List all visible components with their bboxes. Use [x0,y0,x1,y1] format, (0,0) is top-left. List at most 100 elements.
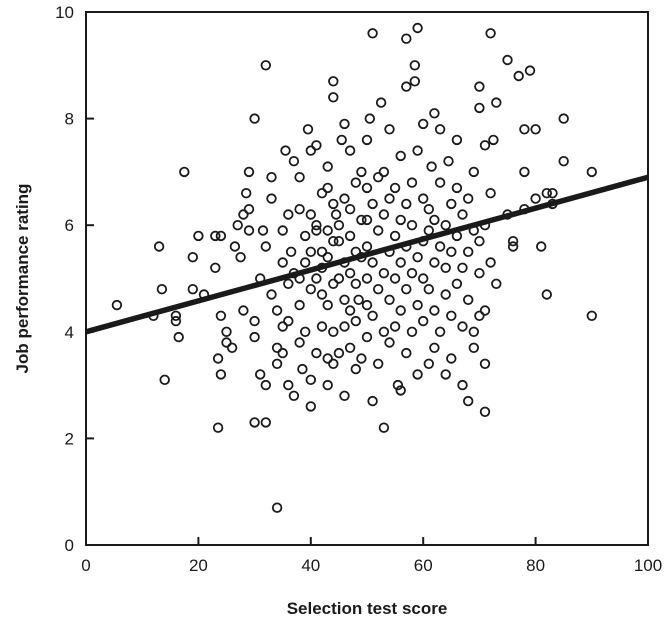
data-point [423,203,435,215]
data-point [283,209,294,220]
data-point [401,284,412,295]
data-point [344,203,356,215]
data-point [361,214,373,226]
data-point [479,305,491,316]
data-point [406,219,418,231]
data-point [249,315,260,327]
data-point [339,321,350,332]
data-point [344,145,356,156]
data-point [474,268,485,279]
data-point [491,278,502,290]
data-point [339,118,350,130]
data-point [235,252,246,263]
data-point [356,214,367,226]
data-point [361,134,373,146]
data-point [271,305,283,316]
data-point [474,102,485,114]
data-point [350,363,362,375]
data-point [333,347,345,359]
data-point [558,113,569,124]
data-point [215,230,227,242]
data-point [305,374,317,386]
regression-line [85,174,649,335]
data-point [350,177,362,188]
data-point [401,33,412,44]
data-point [586,166,598,178]
data-point [353,294,364,306]
data-point [429,305,440,316]
data-point [187,284,199,295]
data-point [373,358,384,370]
data-point [373,225,384,236]
data-point [311,225,322,236]
data-point [446,198,457,210]
data-point [271,502,283,513]
data-point [468,166,480,178]
data-point [378,166,390,178]
x-tick-label: 40 [301,556,320,575]
data-point [350,315,362,327]
data-point [446,310,457,322]
data-point [305,284,317,295]
data-point [373,171,384,183]
data-point [322,299,333,311]
data-point [322,252,333,263]
data-point [392,379,404,391]
data-point [294,299,305,311]
data-point [440,262,451,274]
data-point [479,406,491,418]
data-point [406,177,418,188]
data-point [285,246,297,258]
x-tick-label: 20 [189,556,208,575]
data-point [316,321,328,332]
data-point [328,92,339,103]
data-point [378,422,390,433]
data-point [389,321,401,332]
data-point [294,203,305,215]
data-point [491,97,502,108]
data-point [210,262,221,274]
data-point [187,252,199,263]
plot-frame [85,11,649,546]
data-point [451,134,463,146]
data-point [271,358,283,370]
data-point [288,390,300,402]
data-point [547,187,558,199]
x-axis-title: Selection test score [287,599,448,618]
data-point [283,278,294,290]
data-point [283,379,294,391]
data-point [153,241,165,252]
data-point [378,326,390,338]
data-point [395,305,406,316]
data-point [474,235,485,247]
y-axis-title: Job performance rating [13,184,32,374]
data-point [221,337,232,348]
data-point [409,60,421,71]
data-point [395,257,406,268]
data-point [541,187,553,199]
data-point [443,155,454,167]
data-point [457,321,468,332]
data-point [485,28,496,39]
data-point [339,294,350,306]
data-point [434,326,446,338]
data-point [257,225,269,236]
data-point [423,225,435,236]
data-point [541,289,553,300]
data-point [406,268,418,279]
data-point [463,395,474,407]
data-point [426,161,437,172]
data-point [271,342,283,354]
data-point [429,342,440,354]
data-point [311,347,322,359]
x-tick-label: 60 [414,556,433,575]
data-point [367,198,378,210]
data-point [173,331,184,343]
data-point [305,145,317,156]
data-point [457,379,468,391]
data-point [294,171,305,183]
data-point [266,171,277,183]
data-point [418,273,429,284]
data-point [364,113,376,124]
data-point [488,134,499,146]
